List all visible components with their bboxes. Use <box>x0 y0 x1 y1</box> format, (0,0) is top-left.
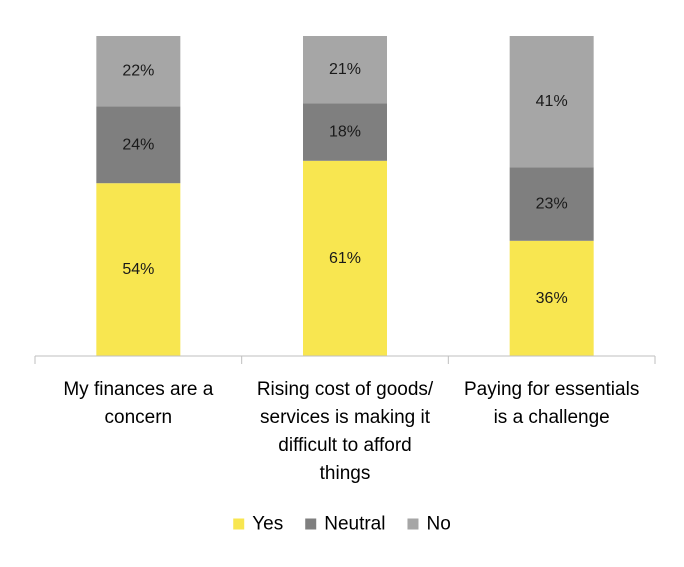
bar-segment-neutral-1 <box>96 106 181 184</box>
data-label-no-2: 21% <box>329 61 361 78</box>
bar-segment-no-1 <box>96 36 181 107</box>
bar-segment-yes-2 <box>303 160 387 356</box>
category-label-line: things <box>320 463 371 484</box>
category-label-line: difficult to afford <box>278 435 411 456</box>
data-label-yes-2: 61% <box>329 250 361 267</box>
legend: Yes Neutral No <box>233 514 451 535</box>
category-label-line: concern <box>105 407 173 428</box>
category-label-1: My finances are a concern <box>63 379 213 428</box>
category-label-line: services is making it <box>260 407 431 428</box>
data-label-no-1: 22% <box>122 63 154 80</box>
data-label-neutral-2: 18% <box>329 124 361 141</box>
category-labels: My finances are a concern Rising cost of g… <box>63 379 639 484</box>
data-label-neutral-1: 24% <box>122 136 154 153</box>
category-label-line: My finances are a <box>63 379 213 400</box>
legend-label-yes: Yes <box>252 514 283 535</box>
bar-segment-neutral-3 <box>509 167 594 241</box>
data-label-neutral-3: 23% <box>536 196 568 213</box>
bar-segment-no-3 <box>509 36 594 168</box>
legend-label-no: No <box>426 514 450 535</box>
category-label-3: Paying for essentials is a challenge <box>464 379 639 428</box>
bar-segment-yes-1 <box>96 183 181 356</box>
category-label-2: Rising cost of goods/services is making … <box>257 379 434 484</box>
data-label-no-3: 41% <box>536 93 568 110</box>
bar-segment-yes-3 <box>509 240 594 356</box>
x-axis <box>34 355 656 364</box>
bar-segment-neutral-2 <box>303 103 387 161</box>
legend-swatch-yes <box>233 518 245 530</box>
category-label-line: Rising cost of goods/ <box>257 379 434 400</box>
legend-swatch-neutral <box>305 518 317 530</box>
legend-swatch-no <box>407 518 419 530</box>
data-label-yes-3: 36% <box>536 290 568 307</box>
data-label-yes-1: 54% <box>122 261 154 278</box>
legend-label-neutral: Neutral <box>324 514 385 535</box>
bar-segment-no-2 <box>303 36 387 104</box>
bars-layer: 54% 24% 22% 61% 18% 21% 36% 23% 41% <box>96 36 594 356</box>
category-label-line: Paying for essentials <box>464 379 639 400</box>
category-label-line: is a challenge <box>494 407 610 428</box>
